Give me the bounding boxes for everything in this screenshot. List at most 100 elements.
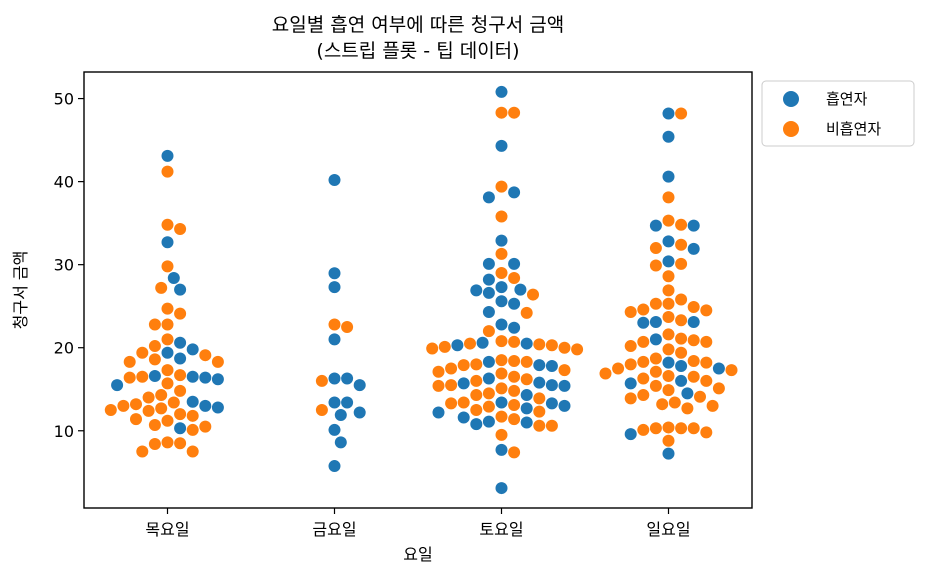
data-point-smoker	[533, 376, 546, 389]
data-point-smoker	[341, 396, 354, 409]
data-point-nonsmoker	[174, 384, 187, 397]
y-tick-label: 50	[54, 90, 74, 109]
data-point-smoker	[167, 271, 180, 284]
data-point-nonsmoker	[508, 370, 521, 383]
data-point-smoker	[334, 408, 347, 421]
data-point-nonsmoker	[445, 362, 458, 375]
data-point-nonsmoker	[328, 318, 341, 331]
data-point-nonsmoker	[662, 297, 675, 310]
data-point-nonsmoker	[174, 222, 187, 235]
data-point-smoker	[476, 336, 489, 349]
data-point-nonsmoker	[161, 377, 174, 390]
data-point-nonsmoker	[675, 257, 688, 270]
data-point-smoker	[186, 370, 199, 383]
data-point-nonsmoker	[445, 379, 458, 392]
data-point-smoker	[675, 359, 688, 372]
data-point-smoker	[161, 149, 174, 162]
data-point-nonsmoker	[687, 334, 700, 347]
data-point-nonsmoker	[199, 420, 212, 433]
data-point-smoker	[174, 283, 187, 296]
data-point-nonsmoker	[662, 343, 675, 356]
data-point-nonsmoker	[432, 379, 445, 392]
data-point-nonsmoker	[482, 387, 495, 400]
data-point-nonsmoker	[167, 396, 180, 409]
data-point-smoker	[161, 346, 174, 359]
legend-label-nonsmoker: 비흡연자	[826, 120, 881, 138]
data-point-smoker	[482, 306, 495, 319]
data-point-smoker	[520, 389, 533, 402]
data-point-nonsmoker	[637, 389, 650, 402]
data-point-nonsmoker	[687, 301, 700, 314]
data-point-smoker	[545, 359, 558, 372]
data-point-nonsmoker	[445, 397, 458, 410]
chart-title-line1: 요일별 흡연 여부에 따른 청구서 금액	[272, 14, 564, 36]
data-point-smoker	[495, 85, 508, 98]
data-point-nonsmoker	[457, 359, 470, 372]
data-point-nonsmoker	[700, 426, 713, 439]
data-point-nonsmoker	[161, 318, 174, 331]
data-point-nonsmoker	[315, 404, 328, 417]
data-point-nonsmoker	[558, 364, 571, 377]
data-point-nonsmoker	[662, 421, 675, 434]
data-point-smoker	[495, 139, 508, 152]
data-point-smoker	[457, 377, 470, 390]
data-point-nonsmoker	[508, 384, 521, 397]
data-point-nonsmoker	[637, 423, 650, 436]
data-point-nonsmoker	[148, 318, 161, 331]
data-point-smoker	[508, 186, 521, 199]
data-point-nonsmoker	[675, 332, 688, 345]
data-point-smoker	[199, 399, 212, 412]
data-point-nonsmoker	[464, 337, 476, 350]
data-point-smoker	[470, 418, 483, 431]
data-point-nonsmoker	[174, 408, 187, 421]
data-point-nonsmoker	[315, 374, 328, 387]
data-point-nonsmoker	[161, 436, 174, 449]
data-point-nonsmoker	[675, 238, 688, 251]
data-point-nonsmoker	[700, 356, 713, 369]
data-point-smoker	[649, 219, 662, 232]
data-point-nonsmoker	[706, 399, 719, 412]
data-point-smoker	[353, 379, 366, 392]
data-point-nonsmoker	[649, 379, 662, 392]
data-point-smoker	[482, 286, 495, 299]
y-tick-label: 40	[54, 173, 74, 192]
data-point-nonsmoker	[649, 422, 662, 435]
data-point-smoker	[457, 411, 470, 424]
data-point-smoker	[328, 372, 341, 385]
data-point-smoker	[482, 355, 495, 368]
data-point-smoker	[328, 333, 341, 346]
data-point-nonsmoker	[687, 422, 700, 435]
data-point-smoker	[328, 396, 341, 409]
data-point-nonsmoker	[199, 349, 212, 362]
data-point-nonsmoker	[700, 335, 713, 348]
data-point-nonsmoker	[341, 320, 354, 333]
data-point-nonsmoker	[687, 355, 700, 368]
data-point-nonsmoker	[174, 307, 187, 320]
data-point-smoker	[328, 423, 341, 436]
data-point-nonsmoker	[662, 328, 675, 341]
y-tick-label: 30	[54, 256, 74, 275]
data-point-nonsmoker	[624, 306, 637, 319]
data-point-nonsmoker	[558, 341, 571, 354]
data-point-smoker	[470, 284, 483, 297]
x-axis-label: 요일	[403, 545, 432, 564]
data-point-smoker	[662, 170, 675, 183]
data-point-nonsmoker	[432, 365, 445, 378]
data-point-smoker	[687, 315, 700, 328]
data-point-smoker	[545, 379, 558, 392]
data-point-nonsmoker	[495, 210, 508, 223]
data-point-nonsmoker	[668, 396, 681, 409]
data-point-nonsmoker	[495, 367, 508, 380]
data-point-nonsmoker	[148, 340, 161, 353]
data-point-nonsmoker	[637, 355, 650, 368]
data-point-smoker	[328, 281, 341, 294]
data-point-nonsmoker	[624, 340, 637, 353]
data-point-nonsmoker	[186, 445, 199, 458]
data-point-nonsmoker	[675, 314, 688, 327]
data-point-nonsmoker	[694, 390, 706, 403]
data-point-smoker	[508, 297, 521, 310]
data-point-nonsmoker	[712, 382, 725, 395]
legend-marker-smoker	[783, 91, 799, 107]
data-point-smoker	[186, 395, 199, 408]
data-point-nonsmoker	[161, 333, 174, 346]
